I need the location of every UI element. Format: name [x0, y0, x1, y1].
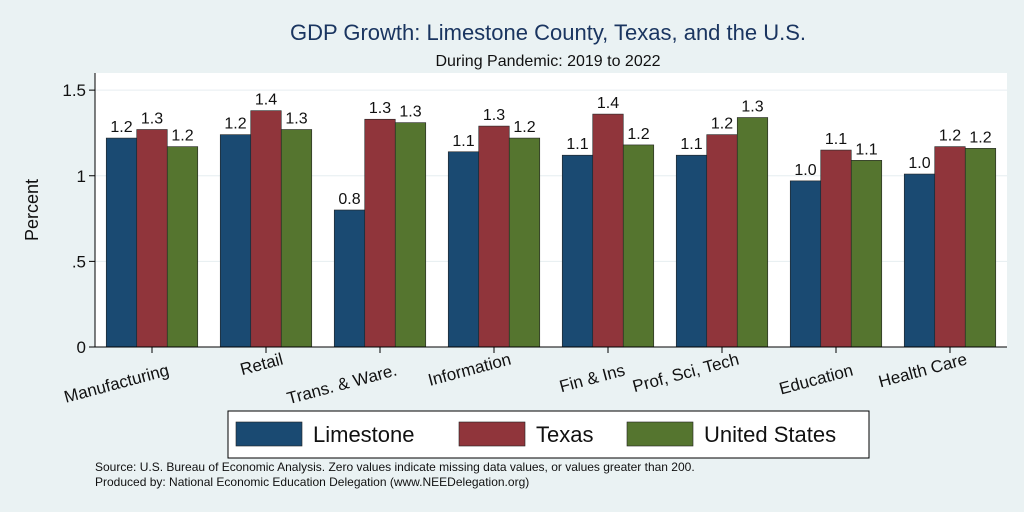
bar-value-label: 1.2: [513, 119, 535, 136]
bar-value-label: 1.1: [680, 136, 702, 153]
bar: [706, 134, 738, 348]
source-note: Source: U.S. Bureau of Economic Analysis…: [95, 460, 695, 474]
y-tick-label: 1.5: [62, 81, 86, 100]
bar: [250, 110, 282, 348]
bar-value-label: 1.3: [741, 99, 763, 116]
bar: [820, 149, 852, 348]
bar: [964, 148, 997, 348]
y-axis: 0 .5 1 1.5: [62, 73, 96, 357]
y-tick-label: 1: [77, 167, 86, 186]
bar: [789, 180, 822, 348]
legend-swatch: [626, 421, 694, 447]
bar-value-label: 1.1: [825, 131, 847, 148]
legend: Limestone Texas United States: [227, 410, 870, 459]
legend-label: United States: [704, 422, 836, 447]
x-tick-label: Prof, Sci, Tech: [631, 350, 741, 397]
x-tick-label: Health Care: [876, 350, 969, 392]
bar-value-label: 1.1: [566, 136, 588, 153]
legend-swatch: [458, 421, 526, 447]
bar-value-label: 1.2: [939, 128, 961, 145]
x-tick-label: Fin & Ins: [557, 361, 627, 397]
bar: [508, 137, 541, 348]
bar: [561, 154, 594, 348]
bar: [622, 144, 655, 348]
bar-value-label: 1.2: [969, 129, 991, 146]
bar-value-label: 1.3: [399, 104, 421, 121]
bar-value-label: 1.3: [141, 111, 163, 128]
bar-value-label: 1.3: [285, 111, 307, 128]
bar: [219, 134, 252, 348]
y-tick-label: .5: [72, 252, 86, 271]
bar: [736, 117, 769, 348]
x-tick-label: Trans. & Ware.: [285, 361, 399, 409]
legend-label: Limestone: [313, 422, 415, 447]
bar-value-label: 1.2: [171, 128, 193, 145]
bar-value-label: 0.8: [338, 191, 360, 208]
x-axis: Manufacturing Retail Trans. & Ware. Informa…: [62, 346, 1007, 409]
bar-value-label: 1.4: [255, 92, 277, 109]
bar-value-label: 1.2: [224, 116, 246, 133]
x-tick-label: Education: [777, 361, 855, 399]
bar: [934, 146, 966, 348]
bar: [280, 129, 313, 348]
bar-value-label: 1.1: [855, 141, 877, 158]
bar: [166, 146, 199, 348]
bar-value-label: 1.1: [452, 133, 474, 150]
bar: [447, 151, 480, 348]
bar-value-label: 1.4: [597, 95, 619, 112]
y-tick-label: 0: [77, 338, 86, 357]
bar: [105, 137, 138, 348]
legend-swatch: [235, 421, 303, 447]
x-tick-label: Manufacturing: [62, 361, 171, 407]
bar-value-label: 1.2: [711, 116, 733, 133]
bar: [675, 154, 708, 348]
bar: [364, 118, 396, 348]
bar: [478, 125, 510, 348]
bar: [394, 122, 427, 348]
x-tick-label: Retail: [238, 350, 285, 380]
legend-box: [227, 410, 870, 459]
bar-value-label: 1.0: [908, 155, 930, 172]
bar-value-label: 1.2: [110, 119, 132, 136]
bar: [850, 160, 883, 348]
bar: [136, 129, 168, 348]
x-tick-label: Information: [426, 350, 513, 390]
chart-title: GDP Growth: Limestone County, Texas, and…: [290, 20, 806, 45]
bar-value-label: 1.3: [483, 107, 505, 124]
bar: [903, 173, 936, 348]
legend-label: Texas: [536, 422, 593, 447]
y-axis-label: Percent: [22, 179, 42, 241]
bar: [333, 209, 366, 348]
bars: [105, 110, 997, 348]
producer-note: Produced by: National Economic Education…: [95, 475, 529, 489]
bar-value-label: 1.0: [794, 162, 816, 179]
bar-value-label: 1.2: [627, 126, 649, 143]
chart-subtitle: During Pandemic: 2019 to 2022: [435, 53, 660, 70]
bar-value-labels: 1.2 1.3 1.2 1.2 1.4 1.3 0.8 1.3 1.3 1.1 1.3 1.2 1.1 1…: [110, 92, 991, 208]
bar: [592, 113, 624, 348]
bar-value-label: 1.3: [369, 100, 391, 117]
